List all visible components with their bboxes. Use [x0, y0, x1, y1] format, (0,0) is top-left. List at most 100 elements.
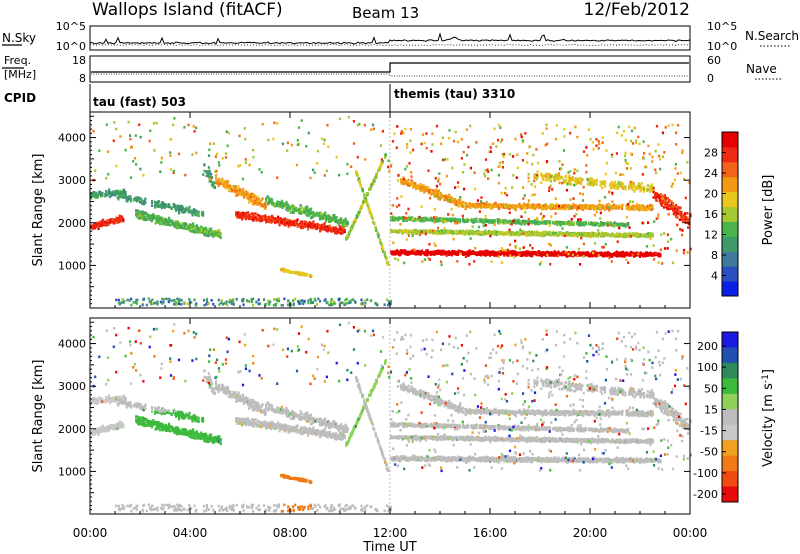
power-cell [164, 203, 167, 206]
power-cell [242, 190, 245, 194]
power-cell [195, 210, 198, 213]
power-cell [154, 201, 157, 205]
power-cell [124, 192, 127, 196]
power-cell [233, 190, 236, 193]
power-cell [172, 221, 175, 225]
power-cell [256, 203, 259, 206]
power-cell [228, 189, 231, 193]
power-cell [213, 181, 216, 184]
power-cell [168, 218, 171, 221]
power-cell [105, 193, 108, 197]
power-cell [375, 174, 378, 178]
power-cell [203, 163, 206, 167]
power-cell [169, 223, 172, 227]
power-cell [141, 202, 144, 206]
power-cell [194, 226, 197, 230]
power-cell [225, 186, 228, 190]
power-cell [278, 223, 281, 227]
power-cell [215, 174, 218, 177]
power-cell [119, 189, 122, 193]
power-cell [117, 196, 120, 200]
power-cell [186, 225, 189, 229]
power-cell [193, 208, 196, 211]
power-cell [493, 220, 496, 223]
power-cell [289, 211, 292, 214]
power-cell [210, 176, 213, 180]
power-cell [241, 193, 244, 196]
power-cell [618, 224, 621, 227]
power-cell [236, 187, 239, 191]
power-cell [124, 195, 127, 198]
power-cell [134, 196, 137, 200]
power-cell [145, 217, 148, 221]
power-cell [180, 224, 183, 227]
power-cell [195, 212, 198, 215]
power-cell [127, 198, 130, 201]
power-cell [174, 204, 177, 207]
power-cell [141, 210, 144, 213]
power-cell [216, 229, 219, 232]
noise-panel: N.Sky 10^5 10^0 10^5 10^0 N.Search [2, 20, 799, 53]
power-cell [213, 233, 216, 237]
power-cell [211, 232, 214, 235]
power-cell [150, 219, 153, 223]
power-cell [134, 198, 137, 202]
power-cell [185, 222, 188, 226]
power-cell [106, 223, 109, 227]
power-cell [182, 211, 185, 214]
power-cell [204, 230, 207, 234]
power-cell [101, 192, 104, 196]
power-cell [207, 166, 210, 169]
power-cell [197, 213, 200, 216]
power-cell [153, 215, 156, 218]
power-cell [312, 220, 315, 223]
power-cell [96, 193, 99, 197]
power-cell [136, 199, 139, 203]
power-cell [108, 195, 111, 199]
noise-sky-trace [89, 32, 691, 45]
power-cell [102, 218, 105, 222]
power-cell [172, 205, 175, 208]
power-cell [305, 272, 308, 276]
power-cell [159, 222, 162, 226]
power-cell [195, 228, 198, 232]
power-cell [162, 218, 165, 222]
power-cell [205, 171, 208, 174]
power-cell [307, 228, 310, 231]
noise-search-trace [89, 43, 691, 47]
station-title: Wallops Island (fitACF) [92, 0, 283, 20]
power-cell [209, 174, 212, 177]
power-cell [93, 226, 96, 230]
power-cell [168, 203, 171, 207]
power-cell [204, 226, 207, 230]
power-cell [108, 191, 111, 194]
power-cell [93, 191, 96, 194]
power-cell [108, 189, 111, 193]
power-cell [195, 213, 198, 217]
power-cell [95, 191, 98, 195]
power-cell [117, 197, 120, 201]
power-cell [202, 231, 205, 234]
power-cell [90, 192, 93, 195]
power-cell [96, 221, 99, 225]
power-cell [324, 211, 327, 215]
power-cell [398, 230, 401, 234]
power-cell [113, 190, 116, 194]
power-cell [177, 204, 180, 208]
power-cell [229, 188, 232, 191]
power-cell [127, 195, 130, 199]
power-cell [190, 211, 193, 215]
power-cell [159, 204, 162, 207]
noise-right-tick-bottom: 10^0 [707, 40, 737, 53]
power-cell [232, 185, 235, 188]
power-cell [213, 230, 216, 233]
power-cell [296, 218, 299, 221]
power-cell [381, 245, 384, 248]
power-cell [198, 230, 201, 234]
power-cell [139, 213, 142, 217]
power-cell [114, 220, 117, 224]
power-cell [99, 194, 102, 198]
power-cell [93, 192, 96, 196]
power-cell [195, 224, 198, 227]
power-cell [188, 228, 191, 232]
